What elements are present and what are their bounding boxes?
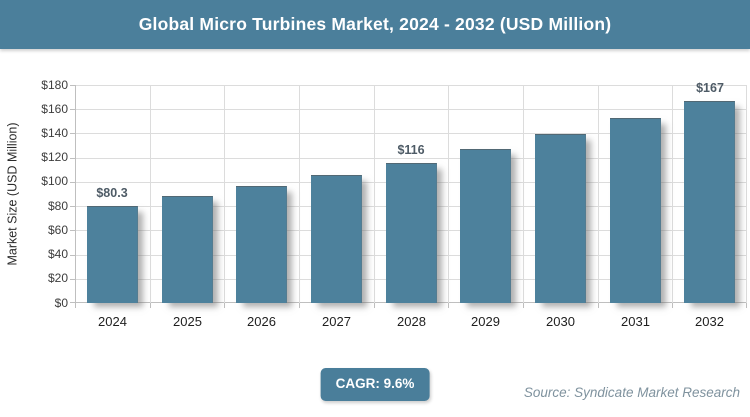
x-axis-tickmark <box>150 303 151 308</box>
x-tick-label-2030: 2030 <box>546 314 575 329</box>
y-tick-label: $20 <box>47 271 68 286</box>
data-label-2028: $116 <box>397 143 425 157</box>
gridline-vertical <box>598 85 599 303</box>
gridline-vertical <box>448 85 449 303</box>
cagr-badge-label: CAGR: 9.6% <box>335 376 415 391</box>
gridline-vertical <box>672 85 673 303</box>
source-note: Source: Syndicate Market Research <box>523 385 740 400</box>
bar-2024 <box>87 206 138 303</box>
x-axis-tickmark <box>523 303 524 308</box>
cagr-badge: CAGR: 9.6% <box>320 368 430 401</box>
gridline-horizontal <box>75 133 747 134</box>
gridline-vertical <box>523 85 524 303</box>
y-axis-tickmark <box>70 109 75 110</box>
y-axis-tickmark <box>70 279 75 280</box>
gridline-horizontal <box>75 158 747 159</box>
bar-2029 <box>460 149 511 303</box>
x-axis-tickmark <box>224 303 225 308</box>
y-axis-tickmark <box>70 182 75 183</box>
y-axis-tickmark <box>70 302 75 303</box>
plot-area: $80.3 $116 $167 <box>70 81 747 308</box>
bar-2027 <box>311 175 362 303</box>
bar-2026 <box>236 186 287 303</box>
gridline-vertical <box>150 85 151 303</box>
y-tick-label: $40 <box>47 247 68 262</box>
chart-title: Global Micro Turbines Market, 2024 - 203… <box>138 14 612 34</box>
x-axis-labels: 2024 2025 2026 2027 2028 2029 2030 2031 2032 <box>75 314 747 330</box>
y-axis-tickmark <box>70 230 75 231</box>
x-tick-label-2028: 2028 <box>397 314 426 329</box>
x-axis-tickmark <box>299 303 300 308</box>
y-axis-tick-labels: $0 $20 $40 $60 $80 $100 $120 $140 $160 $180 <box>0 78 68 309</box>
bar-2028 <box>386 163 437 303</box>
y-tick-label: $120 <box>41 150 68 165</box>
gridline-vertical <box>224 85 225 303</box>
gridline-vertical <box>299 85 300 303</box>
y-tick-label: $160 <box>41 101 68 116</box>
gridline-horizontal <box>75 109 747 110</box>
gridline-vertical <box>75 85 76 303</box>
chart-title-bar: Global Micro Turbines Market, 2024 - 203… <box>0 0 750 49</box>
bar-2032 <box>684 101 735 303</box>
x-axis-tickmark <box>374 303 375 308</box>
x-tick-label-2027: 2027 <box>322 314 351 329</box>
y-axis-tickmark <box>70 206 75 207</box>
x-axis-tickmark <box>598 303 599 308</box>
x-tick-label-2031: 2031 <box>621 314 650 329</box>
x-tick-label-2024: 2024 <box>98 314 127 329</box>
bar-2030 <box>535 134 586 303</box>
bar-2025 <box>162 196 213 303</box>
data-label-2024: $80.3 <box>96 186 128 200</box>
y-tick-label: $180 <box>41 77 68 92</box>
y-axis-tickmark <box>70 158 75 159</box>
x-axis-tickmark <box>448 303 449 308</box>
y-axis-tickmark <box>70 255 75 256</box>
x-tick-label-2025: 2025 <box>173 314 202 329</box>
x-axis-tickmark <box>746 303 747 308</box>
y-tick-label: $80 <box>47 198 68 213</box>
y-tick-label: $140 <box>41 125 68 140</box>
gridline-vertical <box>746 85 747 303</box>
x-axis-tickmark <box>75 303 76 308</box>
x-tick-label-2026: 2026 <box>247 314 276 329</box>
y-tick-label: $100 <box>41 174 68 189</box>
data-label-2032: $167 <box>696 81 724 95</box>
y-axis-tickmark <box>70 133 75 134</box>
gridline-vertical <box>374 85 375 303</box>
x-tick-label-2029: 2029 <box>471 314 500 329</box>
bar-2031 <box>610 118 661 303</box>
y-axis-tickmark <box>70 85 75 86</box>
x-axis-tickmark <box>672 303 673 308</box>
y-tick-label: $0 <box>54 295 68 310</box>
y-tick-label: $60 <box>47 222 68 237</box>
gridline-horizontal <box>75 85 747 86</box>
x-tick-label-2032: 2032 <box>695 314 724 329</box>
